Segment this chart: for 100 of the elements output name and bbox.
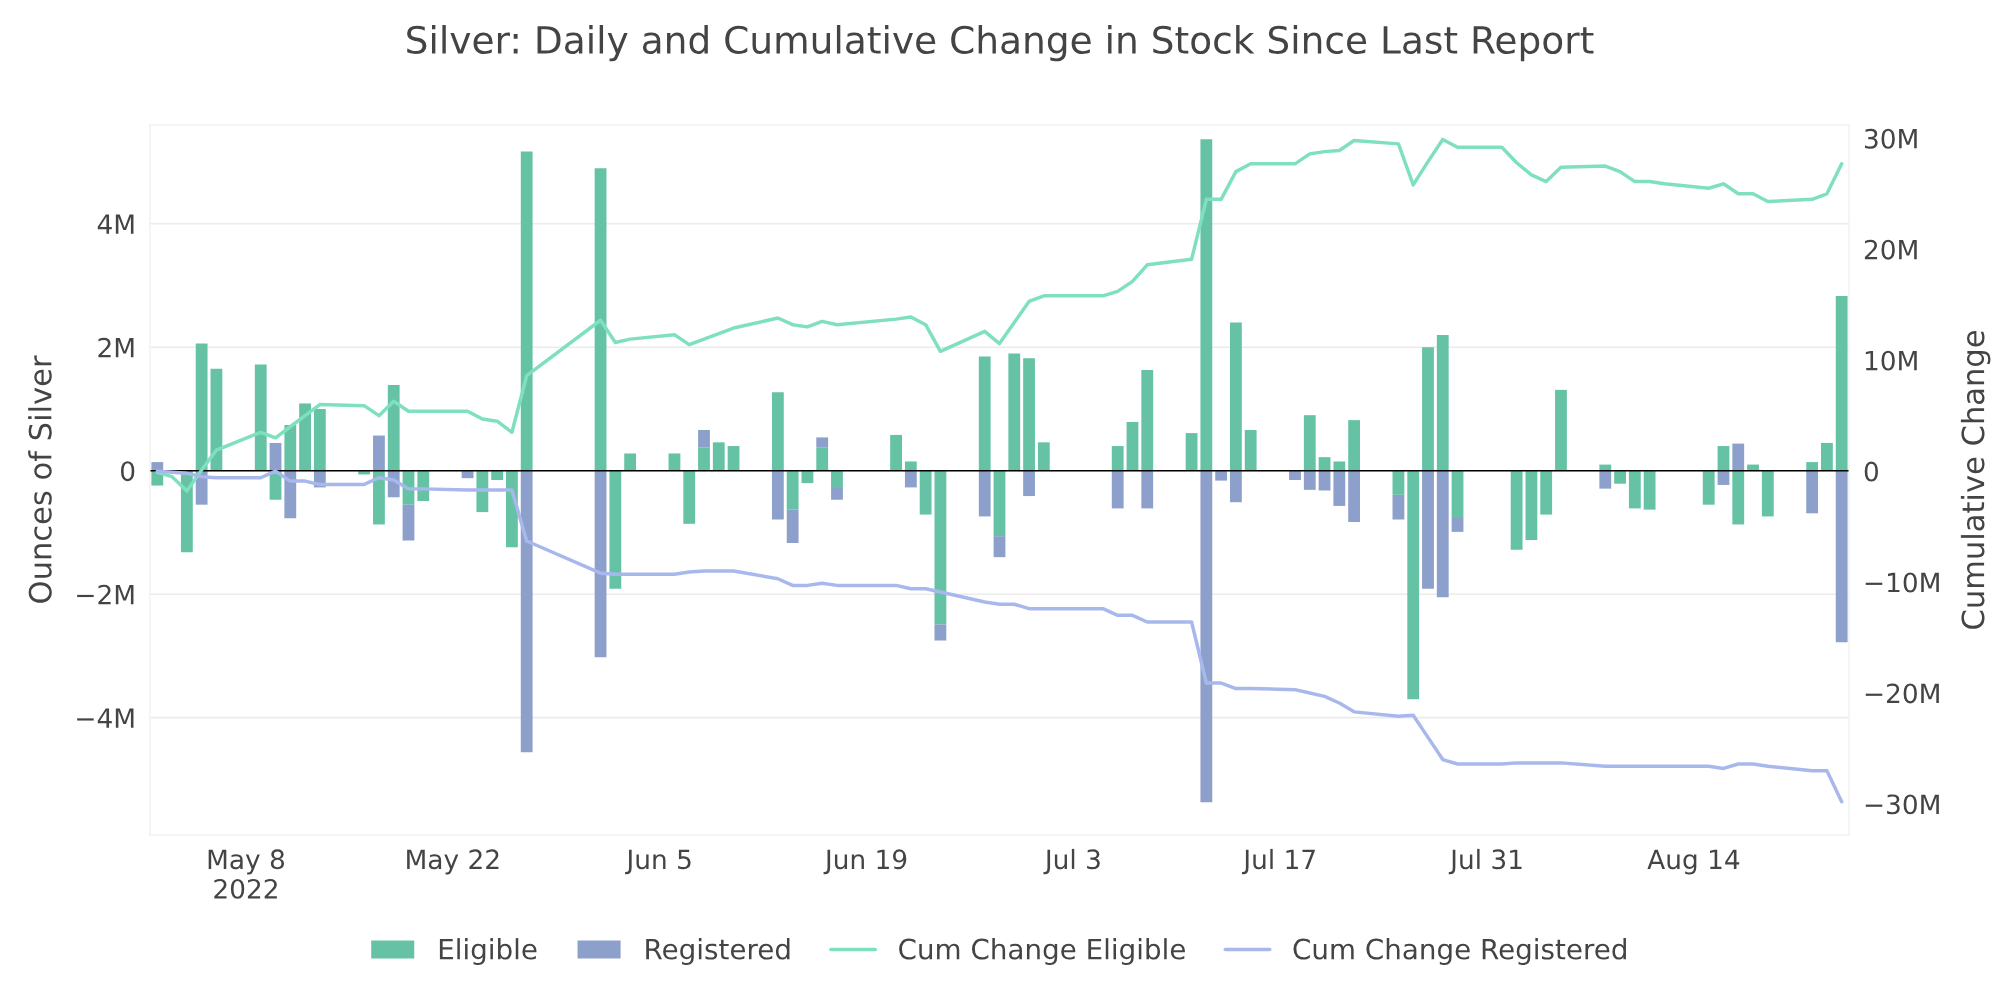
bar <box>831 470 843 489</box>
bar <box>1510 470 1523 550</box>
bar <box>1614 470 1626 484</box>
bar <box>1525 470 1538 540</box>
bar <box>254 364 267 471</box>
bar <box>993 470 1006 537</box>
y-axis-title: Ounces of Silver <box>28 355 52 603</box>
legend-label: Cum Change Eligible <box>899 938 1185 965</box>
bar <box>831 488 843 500</box>
y-tick-label: 4M <box>97 214 134 234</box>
bar <box>1835 296 1848 471</box>
bar <box>816 447 829 471</box>
bar <box>1037 442 1050 471</box>
y-tick-label: −4M <box>77 708 134 728</box>
bar <box>299 403 311 471</box>
bar <box>1200 470 1213 803</box>
bar <box>1141 370 1154 471</box>
legend-label: Eligible <box>439 938 537 965</box>
bar <box>771 470 784 520</box>
bar <box>1111 446 1124 471</box>
bar <box>1229 322 1242 471</box>
bar <box>698 429 710 448</box>
bar <box>1422 470 1434 589</box>
bar <box>978 356 991 471</box>
bar <box>1303 415 1316 471</box>
bar <box>1333 470 1346 506</box>
bar <box>904 461 917 471</box>
bar <box>387 384 400 471</box>
bar <box>609 470 622 589</box>
y2-tick-label: 0 <box>1864 461 1878 482</box>
bar <box>1821 442 1833 471</box>
y2-tick-label: −30M <box>1865 794 1939 815</box>
bar <box>402 504 415 541</box>
y-tick-label: 2M <box>98 337 134 358</box>
bar <box>978 470 991 517</box>
bar <box>1422 347 1434 471</box>
bar <box>594 470 607 658</box>
y-tick-label: 0 <box>120 461 135 482</box>
bar <box>195 343 208 471</box>
bar <box>786 470 799 510</box>
bar <box>1348 470 1361 522</box>
bar <box>1436 470 1449 598</box>
bar <box>520 470 533 753</box>
bar <box>1215 470 1228 481</box>
bar <box>373 470 385 525</box>
bar <box>1407 470 1420 700</box>
bar <box>1732 443 1745 471</box>
bar <box>668 453 681 471</box>
bar <box>1023 470 1035 497</box>
bar <box>1303 470 1316 490</box>
bar <box>698 447 710 471</box>
bar <box>284 425 297 471</box>
bar <box>1229 470 1242 503</box>
bar <box>1436 334 1449 471</box>
legend-label: Registered <box>646 938 790 965</box>
y2-axis-title: Cumulative Change <box>1960 331 1991 629</box>
bar <box>771 392 784 471</box>
x-tick-label: Jul 17 <box>1241 848 1315 875</box>
bar <box>934 624 947 641</box>
bar <box>727 446 740 471</box>
line-series <box>155 137 1844 493</box>
bar <box>1806 470 1819 514</box>
x-tick-label: Jun 19 <box>823 849 907 875</box>
bar <box>1835 470 1848 643</box>
y2-tick-label: −10M <box>1865 572 1939 593</box>
legend-label: Cum Change Registered <box>1293 938 1626 965</box>
bar <box>712 442 725 471</box>
bar <box>1023 358 1035 471</box>
bar <box>1643 470 1656 510</box>
x-tick-label: May 8 2022 <box>208 849 285 899</box>
bar <box>816 437 829 448</box>
bar <box>993 536 1006 558</box>
bar <box>1200 139 1213 471</box>
bar <box>1451 470 1464 518</box>
bar <box>594 168 607 471</box>
bar <box>919 470 932 515</box>
y2-tick-label: 20M <box>1864 239 1917 260</box>
bar <box>1008 353 1021 471</box>
y-tick-label: −2M <box>77 584 134 605</box>
bar <box>904 470 917 488</box>
bar <box>786 509 799 543</box>
chart-title: Silver: Daily and Cumulative Change in Stock Since Last Report <box>407 25 1594 62</box>
bar <box>269 442 282 471</box>
x-tick-label: Aug 14 <box>1647 849 1740 875</box>
bar <box>1761 470 1774 517</box>
bar <box>1185 433 1198 471</box>
bar <box>313 409 326 471</box>
x-tick-label: Jul 31 <box>1448 848 1522 875</box>
x-tick-label: Jul 3 <box>1043 848 1100 875</box>
y2-tick-label: −20M <box>1865 683 1939 704</box>
bar <box>1348 420 1361 471</box>
bar <box>1244 429 1257 471</box>
bar <box>1392 494 1405 520</box>
bar <box>1451 517 1464 532</box>
x-tick-label: May 22 <box>407 849 499 875</box>
bar <box>1555 389 1567 471</box>
bar <box>520 151 533 471</box>
bar <box>1717 446 1730 471</box>
bar <box>890 434 902 471</box>
bar <box>373 435 385 471</box>
